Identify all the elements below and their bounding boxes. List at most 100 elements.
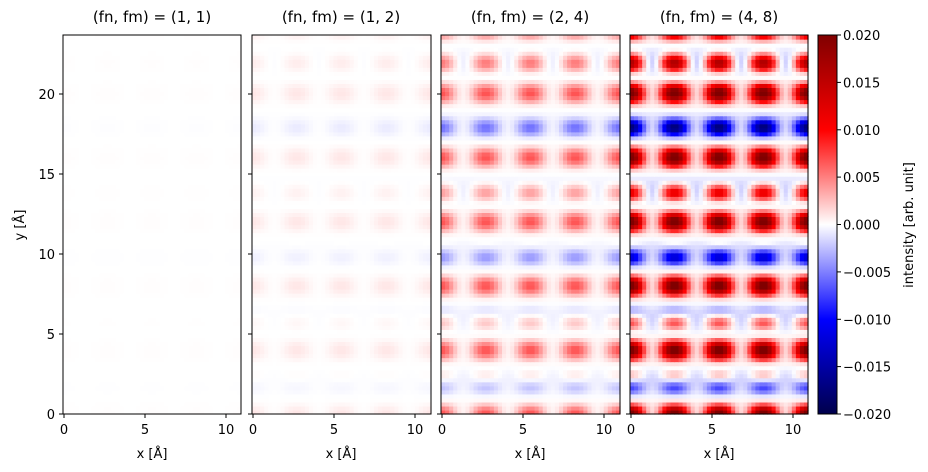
heatmap-cell bbox=[160, 196, 165, 201]
heatmap-cell bbox=[228, 397, 234, 403]
heatmap-cell bbox=[284, 389, 290, 395]
heatmap-cell bbox=[135, 176, 141, 181]
heatmap-cell bbox=[147, 159, 153, 165]
heatmap-cell bbox=[296, 401, 302, 407]
heatmap-cell bbox=[192, 99, 198, 105]
heatmap-cell bbox=[111, 139, 117, 145]
heatmap-cell bbox=[204, 168, 210, 173]
heatmap-cell bbox=[75, 43, 80, 48]
heatmap-cell bbox=[156, 256, 161, 262]
heatmap-cell bbox=[135, 127, 141, 133]
heatmap-cell bbox=[131, 317, 137, 322]
heatmap-cell bbox=[216, 95, 222, 101]
heatmap-cell bbox=[91, 172, 96, 177]
heatmap-cell bbox=[63, 39, 68, 44]
heatmap-cell bbox=[168, 151, 173, 157]
heatmap-cell bbox=[192, 131, 198, 137]
heatmap-cell bbox=[143, 192, 149, 197]
heatmap-cell bbox=[168, 373, 173, 379]
heatmap-cell bbox=[208, 228, 214, 234]
heatmap-cell bbox=[192, 305, 198, 310]
heatmap-cell bbox=[79, 341, 84, 347]
heatmap-cell bbox=[147, 284, 153, 290]
heatmap-cell bbox=[236, 159, 242, 165]
heatmap-cell bbox=[184, 349, 190, 355]
heatmap-cell bbox=[216, 297, 222, 302]
heatmap-cell bbox=[99, 252, 105, 258]
heatmap-cell bbox=[152, 361, 157, 367]
heatmap-cell bbox=[180, 272, 185, 278]
heatmap-cell bbox=[107, 268, 113, 274]
heatmap-cell bbox=[228, 147, 234, 153]
heatmap-cell bbox=[83, 297, 88, 302]
heatmap-cell bbox=[123, 159, 129, 165]
heatmap-cell bbox=[224, 309, 230, 314]
heatmap-cell bbox=[236, 329, 242, 334]
heatmap-cell bbox=[123, 99, 129, 105]
heatmap-cell bbox=[386, 385, 391, 391]
heatmap-cell bbox=[204, 401, 210, 407]
heatmap-cell bbox=[426, 365, 432, 371]
heatmap-cell bbox=[95, 272, 101, 278]
heatmap-cell bbox=[292, 337, 298, 343]
heatmap-cell bbox=[329, 381, 334, 387]
heatmap-cell bbox=[119, 385, 125, 391]
heatmap-cell bbox=[127, 305, 133, 310]
heatmap-cell bbox=[83, 349, 88, 355]
heatmap-cell bbox=[115, 232, 121, 238]
heatmap-cell bbox=[71, 192, 76, 197]
heatmap-cell bbox=[143, 127, 149, 133]
heatmap-cell bbox=[224, 284, 230, 290]
heatmap-cell bbox=[236, 345, 242, 351]
heatmap-cell bbox=[75, 200, 80, 205]
heatmap-cell bbox=[276, 365, 282, 371]
heatmap-cell bbox=[224, 313, 230, 318]
heatmap-cell bbox=[164, 75, 169, 80]
heatmap-cell bbox=[188, 405, 194, 411]
heatmap-cell bbox=[139, 115, 145, 121]
heatmap-cell bbox=[160, 188, 165, 193]
heatmap-cell bbox=[232, 305, 238, 310]
heatmap-cell bbox=[119, 260, 125, 266]
heatmap-cell bbox=[272, 373, 278, 379]
heatmap-cell bbox=[196, 321, 202, 326]
heatmap-cell bbox=[143, 123, 149, 129]
heatmap-cell bbox=[180, 147, 185, 153]
heatmap-cell bbox=[410, 337, 416, 343]
heatmap-cell bbox=[115, 131, 121, 137]
heatmap-cell bbox=[236, 260, 242, 266]
heatmap-cell bbox=[212, 91, 218, 97]
heatmap-cell bbox=[119, 321, 125, 326]
heatmap-cell bbox=[115, 123, 121, 129]
heatmap-cell bbox=[152, 168, 157, 173]
heatmap-cell bbox=[164, 301, 169, 306]
heatmap-cell bbox=[63, 119, 68, 125]
heatmap-cell bbox=[139, 268, 145, 274]
heatmap-cell bbox=[147, 208, 153, 213]
heatmap-cell bbox=[75, 51, 80, 56]
heatmap-cell bbox=[147, 389, 153, 395]
heatmap-cell bbox=[180, 248, 185, 254]
heatmap-cell bbox=[91, 333, 96, 338]
heatmap-cell bbox=[119, 127, 125, 133]
heatmap-cell bbox=[99, 87, 105, 93]
heatmap-cell bbox=[204, 107, 210, 113]
heatmap-cell bbox=[131, 401, 137, 407]
heatmap-cell bbox=[414, 393, 420, 399]
heatmap-cell bbox=[135, 345, 141, 351]
heatmap-cell bbox=[168, 91, 173, 97]
heatmap-cell bbox=[228, 301, 234, 306]
heatmap-cell bbox=[67, 264, 72, 270]
heatmap-cell bbox=[107, 59, 113, 64]
heatmap-cell bbox=[79, 159, 84, 165]
heatmap-cell bbox=[172, 139, 177, 145]
heatmap-cell bbox=[176, 176, 181, 181]
heatmap-cell bbox=[87, 196, 92, 201]
heatmap-cell bbox=[156, 39, 161, 44]
heatmap-cell bbox=[71, 280, 76, 286]
heatmap-cell bbox=[83, 212, 88, 218]
heatmap-cell bbox=[200, 317, 206, 322]
heatmap-cell bbox=[192, 196, 198, 201]
heatmap-cell bbox=[188, 305, 194, 310]
heatmap-cell bbox=[329, 365, 334, 371]
